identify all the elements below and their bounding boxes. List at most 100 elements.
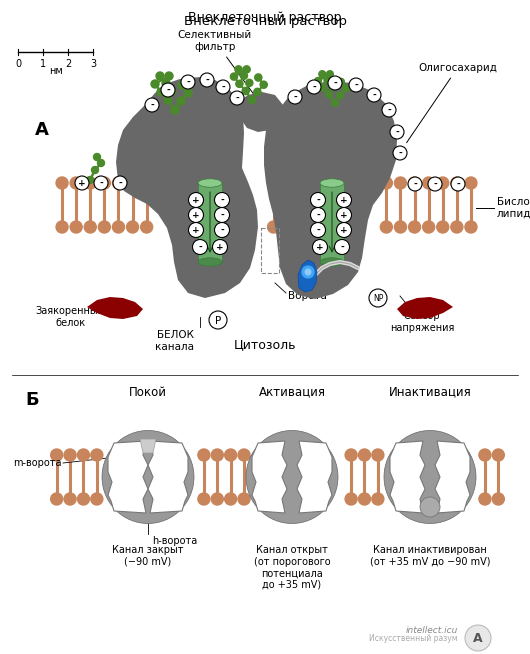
Circle shape — [325, 91, 332, 98]
Polygon shape — [397, 297, 453, 319]
Circle shape — [213, 239, 227, 254]
Polygon shape — [148, 441, 188, 513]
Circle shape — [242, 88, 249, 95]
Circle shape — [394, 221, 407, 233]
Circle shape — [408, 177, 422, 191]
Circle shape — [112, 177, 125, 189]
Circle shape — [451, 177, 465, 191]
Text: Канал открыт
(от порогового
потенциала
до +35 mV): Канал открыт (от порогового потенциала д… — [254, 545, 330, 590]
Circle shape — [215, 222, 229, 237]
Text: 3: 3 — [90, 59, 96, 69]
Circle shape — [288, 90, 302, 104]
Text: Заякоренный
белок: Заякоренный белок — [36, 306, 104, 328]
Text: intellect.icu: intellect.icu — [405, 626, 458, 635]
Circle shape — [161, 83, 175, 97]
Circle shape — [301, 265, 315, 279]
Circle shape — [332, 99, 338, 107]
Circle shape — [151, 80, 159, 88]
Circle shape — [372, 449, 384, 461]
Text: -: - — [316, 196, 320, 205]
Circle shape — [479, 449, 491, 461]
Circle shape — [492, 449, 505, 461]
Circle shape — [268, 221, 279, 233]
Text: -: - — [340, 243, 344, 252]
Circle shape — [177, 97, 185, 105]
Polygon shape — [320, 183, 344, 262]
Circle shape — [305, 269, 312, 275]
Circle shape — [420, 497, 440, 517]
Circle shape — [235, 66, 242, 73]
Text: +: + — [78, 179, 86, 188]
Circle shape — [230, 91, 244, 105]
Text: -: - — [387, 106, 391, 115]
Text: Ворота: Ворота — [288, 291, 327, 301]
Text: h-ворота: h-ворота — [153, 536, 198, 546]
Text: -: - — [354, 81, 358, 90]
Circle shape — [178, 81, 186, 89]
Circle shape — [140, 177, 153, 189]
Text: m-ворота: m-ворота — [13, 458, 62, 468]
Circle shape — [140, 221, 153, 233]
Ellipse shape — [246, 430, 338, 523]
Circle shape — [164, 96, 172, 104]
Circle shape — [393, 146, 407, 160]
Circle shape — [465, 625, 491, 651]
Circle shape — [343, 85, 349, 92]
Circle shape — [236, 80, 243, 88]
Text: Покой: Покой — [129, 385, 167, 398]
Circle shape — [324, 77, 331, 84]
Text: -: - — [316, 226, 320, 235]
Circle shape — [127, 177, 138, 189]
Text: -: - — [220, 211, 224, 220]
Ellipse shape — [198, 179, 222, 187]
Circle shape — [358, 449, 370, 461]
Circle shape — [465, 221, 477, 233]
Circle shape — [479, 493, 491, 505]
Circle shape — [451, 221, 463, 233]
Text: +: + — [192, 226, 200, 235]
Circle shape — [260, 81, 267, 88]
Circle shape — [465, 177, 477, 189]
Circle shape — [451, 177, 463, 189]
Text: -: - — [220, 226, 224, 235]
Text: -: - — [333, 79, 337, 88]
Circle shape — [200, 73, 214, 87]
Circle shape — [127, 221, 138, 233]
Polygon shape — [116, 77, 258, 298]
Circle shape — [84, 177, 96, 189]
Circle shape — [211, 449, 223, 461]
Circle shape — [98, 160, 104, 167]
Circle shape — [225, 449, 237, 461]
Circle shape — [91, 449, 103, 461]
Circle shape — [311, 222, 325, 237]
Circle shape — [113, 176, 127, 190]
Circle shape — [437, 177, 449, 189]
Circle shape — [337, 222, 351, 237]
Circle shape — [215, 192, 229, 207]
Circle shape — [254, 88, 261, 95]
Text: -: - — [118, 179, 122, 188]
Text: Искусственный разум: Искусственный разум — [369, 634, 458, 643]
Text: Внеклеточный раствор: Внеклеточный раствор — [188, 10, 342, 24]
Circle shape — [51, 449, 63, 461]
Circle shape — [184, 89, 192, 97]
Ellipse shape — [320, 258, 344, 266]
Ellipse shape — [320, 179, 344, 187]
Text: -: - — [221, 83, 225, 92]
Text: нм: нм — [49, 66, 63, 76]
Circle shape — [99, 177, 110, 189]
Text: -: - — [150, 101, 154, 110]
Text: -: - — [99, 179, 103, 188]
Circle shape — [382, 103, 396, 117]
Circle shape — [307, 80, 321, 94]
Text: -: - — [235, 94, 239, 103]
Text: +: + — [216, 243, 224, 252]
Circle shape — [99, 221, 110, 233]
Ellipse shape — [102, 430, 194, 523]
Polygon shape — [87, 297, 143, 319]
Text: БЕЛОК
канала: БЕЛОК канала — [155, 330, 195, 352]
Circle shape — [428, 177, 442, 191]
Circle shape — [181, 75, 195, 89]
Circle shape — [315, 78, 321, 84]
Text: -: - — [398, 149, 402, 158]
